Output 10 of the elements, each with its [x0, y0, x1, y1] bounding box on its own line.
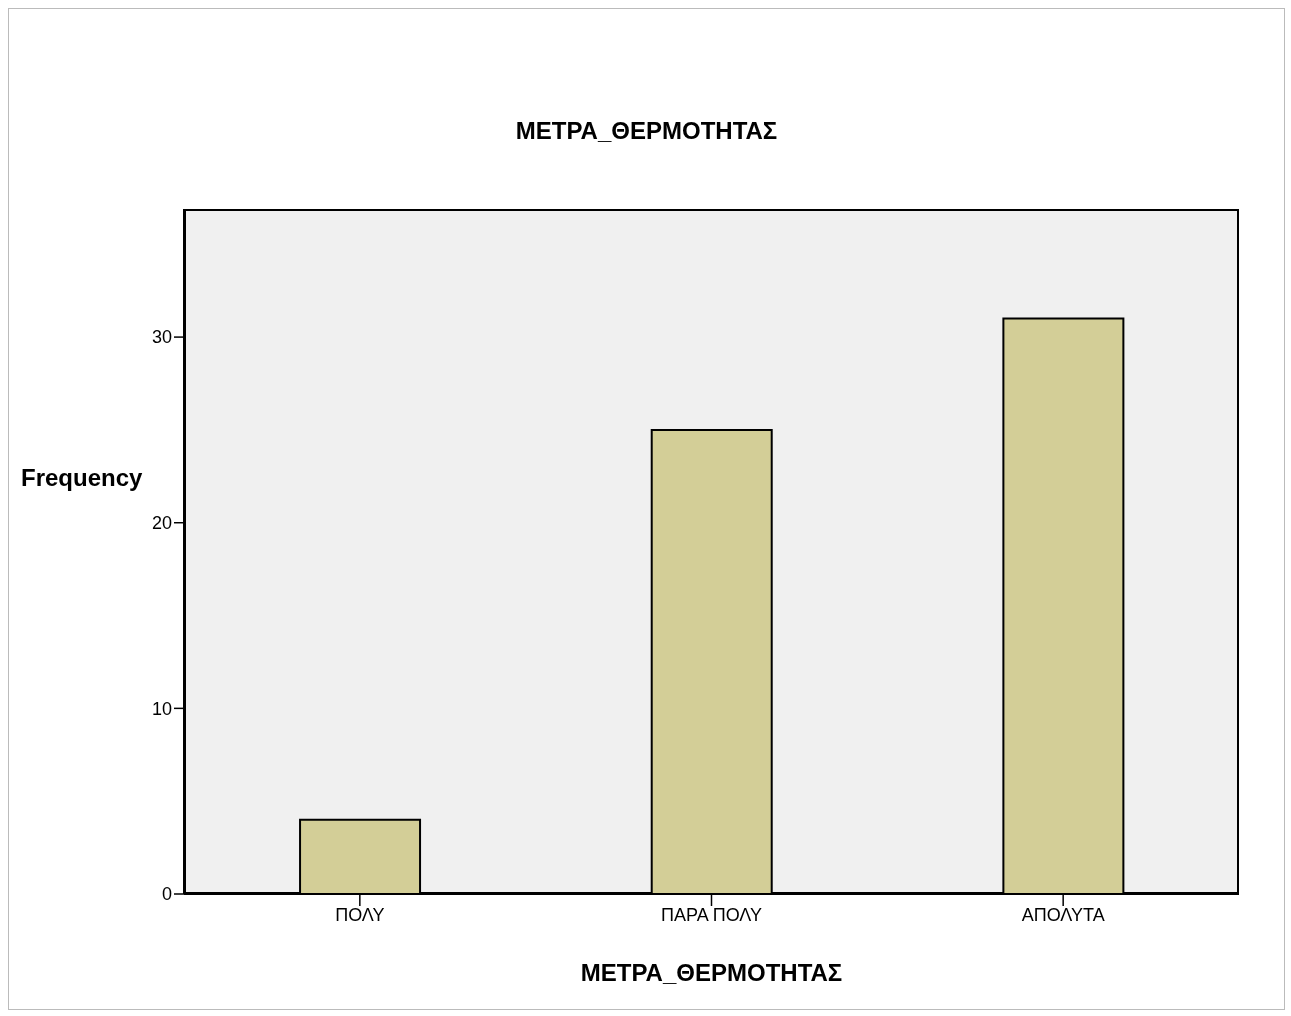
x-axis-title: ΜΕΤΡΑ_ΘΕΡΜΟΤΗΤΑΣ: [579, 959, 844, 987]
y-tick-label: 10: [151, 698, 172, 719]
y-tick-label: 20: [151, 513, 172, 534]
y-axis-title: Frequency: [21, 464, 143, 492]
x-tick-label: ΑΠΟΛΥΤΑ: [1021, 904, 1105, 925]
chart-title: ΜΕΤΡΑ_ΘΕΡΜΟΤΗΤΑΣ: [514, 117, 779, 145]
y-tick-label: 30: [151, 327, 172, 348]
x-tick-label: ΠΑΡΑ ΠΟΛΥ: [660, 904, 763, 925]
y-tick-label: 0: [161, 884, 172, 905]
x-tick-label: ΠΟΛΥ: [335, 904, 385, 925]
